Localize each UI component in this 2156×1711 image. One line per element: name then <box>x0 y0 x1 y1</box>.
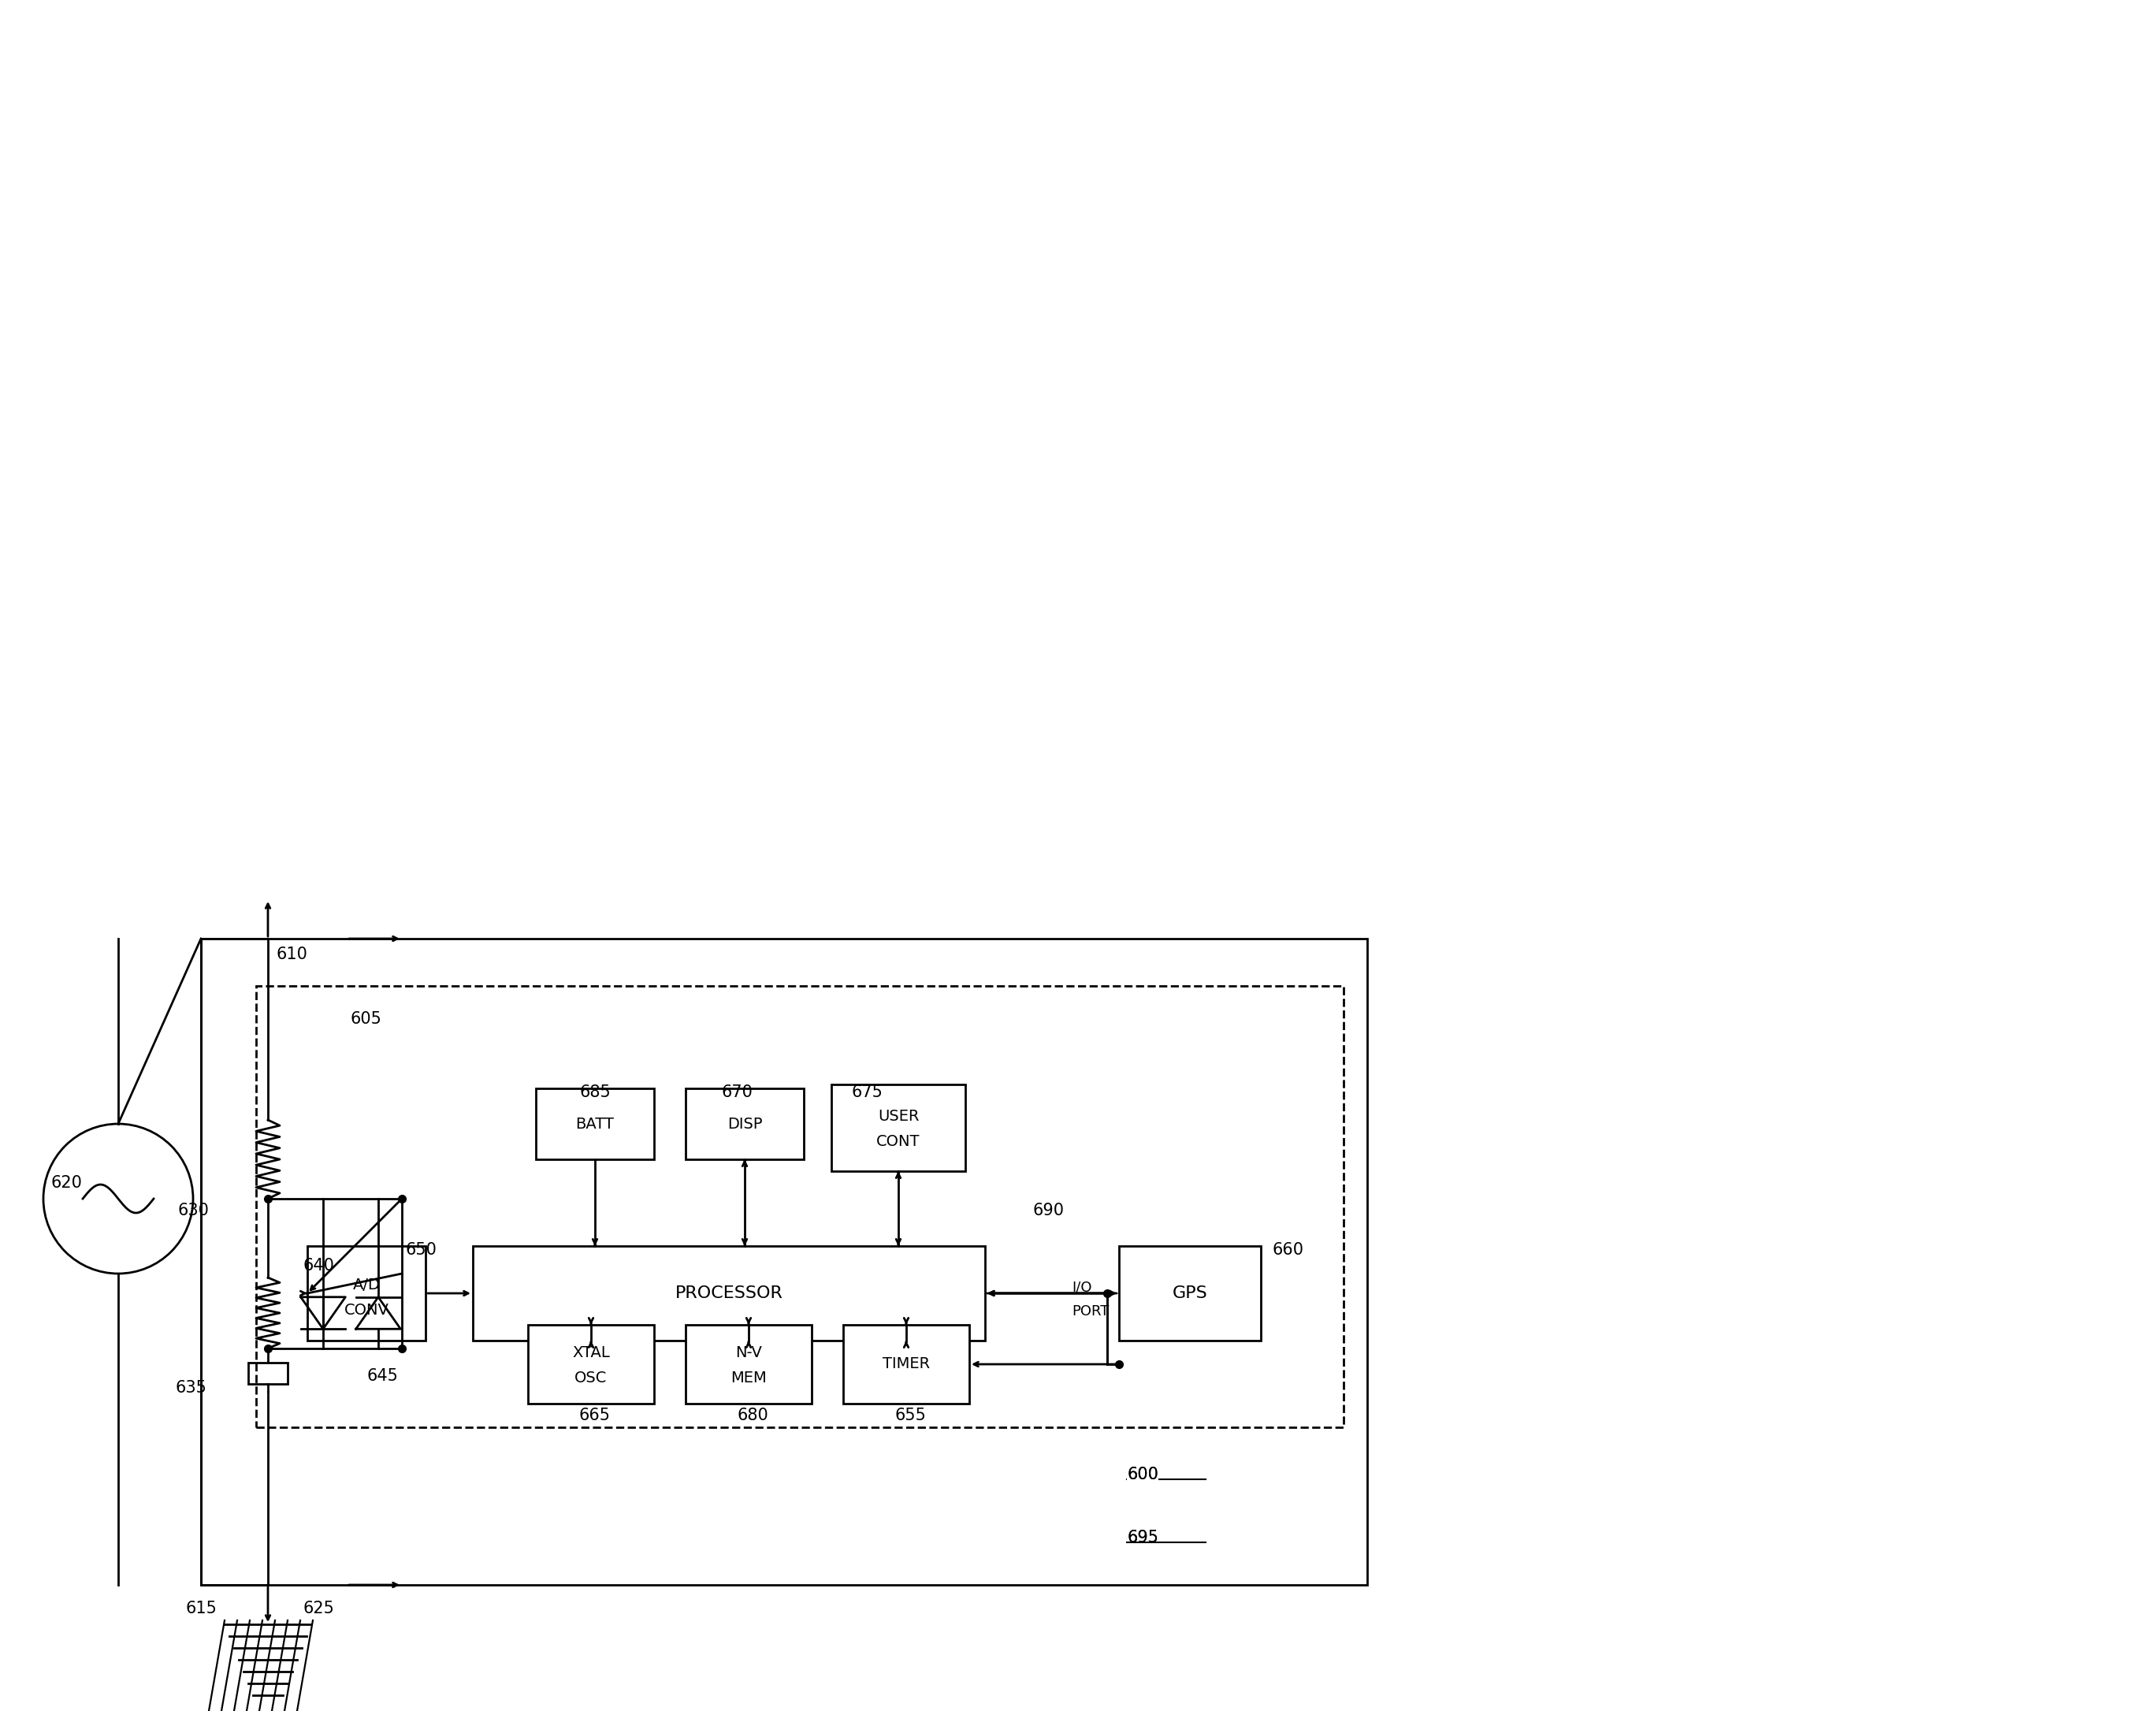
FancyBboxPatch shape <box>832 1085 966 1170</box>
Bar <box>248 1362 287 1384</box>
FancyBboxPatch shape <box>537 1088 653 1160</box>
Text: OSC: OSC <box>576 1371 608 1386</box>
Text: 655: 655 <box>895 1408 925 1424</box>
Text: 600: 600 <box>1128 1466 1158 1482</box>
Text: CONV: CONV <box>345 1304 388 1317</box>
Text: 695: 695 <box>1128 1530 1158 1545</box>
Text: PROCESSOR: PROCESSOR <box>675 1285 783 1300</box>
Text: 600: 600 <box>1128 1466 1158 1482</box>
Text: 645: 645 <box>367 1369 399 1384</box>
Text: 685: 685 <box>580 1085 610 1100</box>
Text: CONT: CONT <box>877 1134 921 1150</box>
Text: 660: 660 <box>1272 1242 1304 1258</box>
Bar <box>201 939 1367 1584</box>
FancyBboxPatch shape <box>843 1324 970 1403</box>
Text: PORT: PORT <box>1072 1304 1108 1319</box>
Text: 635: 635 <box>175 1381 207 1396</box>
FancyBboxPatch shape <box>686 1088 804 1160</box>
Text: 630: 630 <box>177 1203 209 1218</box>
Text: USER: USER <box>877 1109 918 1124</box>
FancyBboxPatch shape <box>1119 1246 1261 1341</box>
Text: 695: 695 <box>1128 1530 1158 1545</box>
Text: XTAL: XTAL <box>571 1345 610 1360</box>
Text: 640: 640 <box>304 1258 334 1273</box>
Text: GPS: GPS <box>1173 1285 1207 1300</box>
FancyBboxPatch shape <box>686 1324 811 1403</box>
Text: 620: 620 <box>52 1175 82 1191</box>
Text: 665: 665 <box>580 1408 610 1424</box>
Text: 680: 680 <box>737 1408 768 1424</box>
Text: MEM: MEM <box>731 1371 768 1386</box>
Text: 615: 615 <box>185 1601 218 1617</box>
Bar <box>257 986 1343 1427</box>
Text: 610: 610 <box>276 946 306 962</box>
Text: N-V: N-V <box>735 1345 761 1360</box>
Text: A/D: A/D <box>354 1278 379 1294</box>
Text: 690: 690 <box>1033 1203 1063 1218</box>
Text: 625: 625 <box>304 1601 334 1617</box>
Text: I/O: I/O <box>1072 1282 1091 1295</box>
FancyBboxPatch shape <box>528 1324 653 1403</box>
Text: 605: 605 <box>351 1011 382 1027</box>
Text: DISP: DISP <box>727 1116 763 1131</box>
Text: TIMER: TIMER <box>882 1357 929 1372</box>
Text: 675: 675 <box>852 1085 882 1100</box>
Text: 650: 650 <box>405 1242 438 1258</box>
Text: 670: 670 <box>720 1085 752 1100</box>
Text: BATT: BATT <box>576 1116 614 1131</box>
FancyBboxPatch shape <box>472 1246 985 1341</box>
FancyBboxPatch shape <box>308 1246 425 1341</box>
